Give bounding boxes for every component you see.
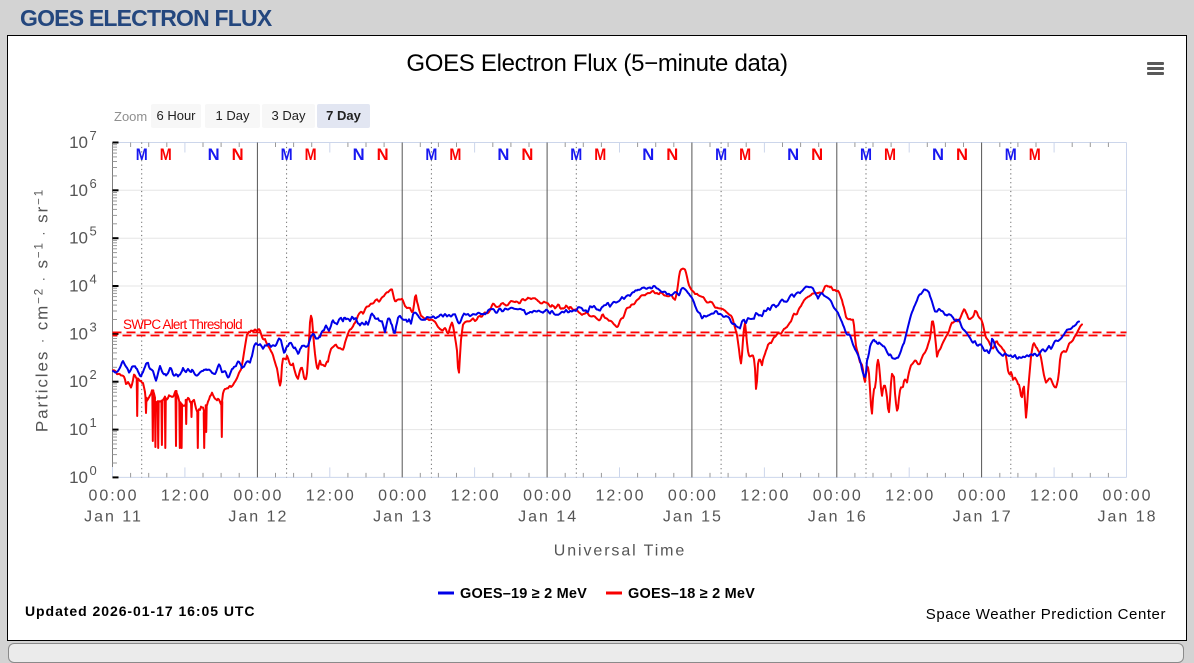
svg-text:10: 10	[69, 229, 88, 248]
svg-text:6: 6	[90, 176, 97, 191]
svg-text:N: N	[497, 146, 509, 164]
svg-text:M: M	[570, 146, 582, 164]
svg-text:SWPC Alert Threshold: SWPC Alert Threshold	[123, 317, 242, 332]
svg-text:12:00: 12:00	[451, 488, 501, 505]
svg-text:Jan 14: Jan 14	[518, 509, 578, 526]
svg-text:12:00: 12:00	[740, 488, 790, 505]
svg-text:M: M	[136, 146, 148, 164]
svg-text:N: N	[208, 146, 220, 164]
svg-text:M: M	[281, 146, 293, 164]
svg-text:5: 5	[90, 224, 97, 239]
svg-text:7: 7	[90, 128, 97, 143]
svg-text:Jan 16: Jan 16	[808, 509, 868, 526]
svg-text:Jan 17: Jan 17	[953, 509, 1013, 526]
svg-text:1: 1	[90, 415, 97, 430]
svg-text:12:00: 12:00	[161, 488, 211, 505]
svg-text:N: N	[956, 146, 968, 164]
svg-text:M: M	[160, 146, 172, 164]
svg-text:M: M	[860, 146, 872, 164]
svg-text:N: N	[377, 146, 389, 164]
svg-text:Jan 15: Jan 15	[663, 509, 723, 526]
svg-text:Jan 18: Jan 18	[1097, 509, 1157, 526]
svg-text:12:00: 12:00	[885, 488, 935, 505]
svg-text:N: N	[666, 146, 678, 164]
svg-text:N: N	[932, 146, 944, 164]
svg-text:M: M	[594, 146, 606, 164]
svg-text:Universal Time: Universal Time	[554, 543, 686, 560]
svg-text:M: M	[305, 146, 317, 164]
svg-text:10: 10	[69, 324, 88, 343]
svg-text:12:00: 12:00	[306, 488, 356, 505]
svg-text:00:00: 00:00	[523, 488, 573, 505]
svg-text:2: 2	[90, 367, 97, 382]
svg-text:N: N	[353, 146, 365, 164]
svg-text:10: 10	[69, 420, 88, 439]
svg-text:4: 4	[90, 272, 97, 287]
svg-text:00:00: 00:00	[813, 488, 863, 505]
svg-text:10: 10	[69, 468, 88, 487]
svg-text:M: M	[884, 146, 896, 164]
svg-text:00:00: 00:00	[233, 488, 283, 505]
svg-text:N: N	[787, 146, 799, 164]
svg-text:00:00: 00:00	[378, 488, 428, 505]
svg-text:N: N	[811, 146, 823, 164]
svg-text:N: N	[642, 146, 654, 164]
svg-text:00:00: 00:00	[1102, 488, 1152, 505]
svg-text:GOES–19 ≥ 2 MeV: GOES–19 ≥ 2 MeV	[460, 586, 587, 602]
svg-text:0: 0	[90, 463, 97, 478]
svg-text:M: M	[1029, 146, 1041, 164]
svg-text:M: M	[449, 146, 461, 164]
svg-text:M: M	[715, 146, 727, 164]
svg-text:Jan 12: Jan 12	[228, 509, 288, 526]
svg-text:12:00: 12:00	[1030, 488, 1080, 505]
svg-text:00:00: 00:00	[88, 488, 138, 505]
svg-text:N: N	[521, 146, 533, 164]
svg-text:Jan 13: Jan 13	[373, 509, 433, 526]
svg-text:GOES–18 ≥ 2 MeV: GOES–18 ≥ 2 MeV	[628, 586, 755, 602]
svg-text:12:00: 12:00	[595, 488, 645, 505]
svg-text:Jan 11: Jan 11	[84, 509, 143, 526]
svg-text:00:00: 00:00	[668, 488, 718, 505]
svg-text:N: N	[232, 146, 244, 164]
svg-text:10: 10	[69, 372, 88, 391]
svg-text:Particles · cm−2 · s−1 · sr−1: Particles · cm−2 · s−1 · sr−1	[33, 188, 52, 432]
svg-text:10: 10	[69, 277, 88, 296]
svg-text:M: M	[425, 146, 437, 164]
svg-text:00:00: 00:00	[958, 488, 1008, 505]
svg-text:3: 3	[90, 319, 97, 334]
svg-text:10: 10	[69, 133, 88, 152]
svg-text:M: M	[1005, 146, 1017, 164]
svg-text:M: M	[739, 146, 751, 164]
svg-text:10: 10	[69, 181, 88, 200]
